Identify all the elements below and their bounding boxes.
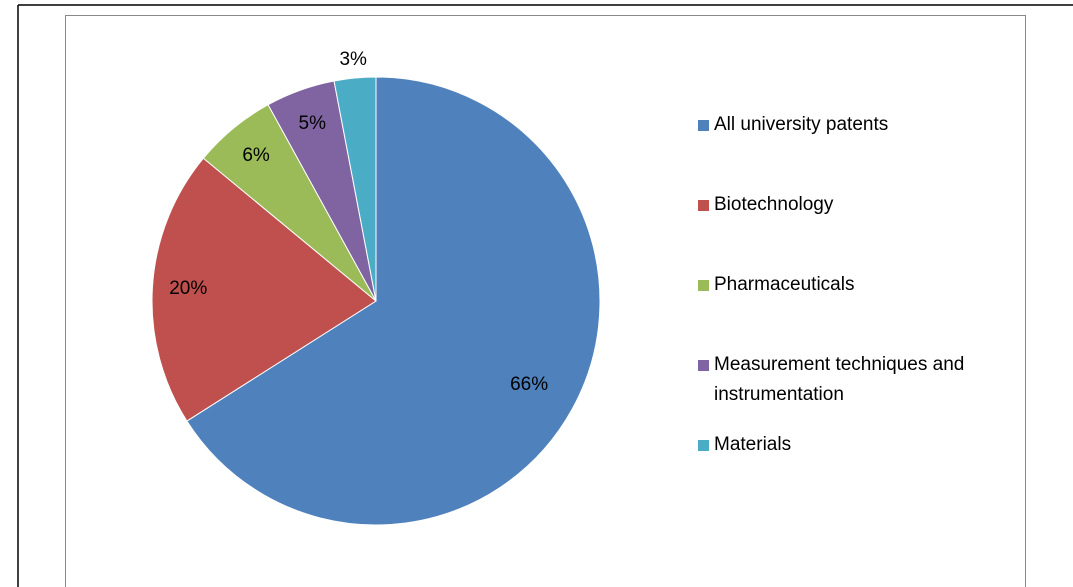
chart-frame	[65, 15, 1026, 587]
legend-swatch	[698, 280, 709, 291]
legend-swatch	[698, 440, 709, 451]
data-label: 66%	[510, 374, 548, 395]
data-label: 3%	[339, 49, 367, 70]
data-label: 6%	[242, 145, 270, 166]
legend-label: Biotechnology	[714, 194, 834, 215]
legend-swatch	[698, 360, 709, 371]
legend-label: Materials	[714, 434, 792, 455]
legend-label: Pharmaceuticals	[714, 274, 855, 295]
pie-slice	[151, 157, 377, 422]
legend-swatch	[698, 200, 709, 211]
legend-swatch	[698, 120, 709, 131]
legend-item: Measurement techniques and instrumentati…	[698, 350, 1014, 410]
legend-label: Measurement techniques and instrumentati…	[714, 354, 965, 405]
pie-slice	[333, 76, 377, 302]
legend-item: Biotechnology	[698, 190, 1014, 220]
legend: All university patents Biotechnology Pharm…	[698, 110, 1018, 460]
data-label: 20%	[169, 278, 207, 299]
legend-item: All university patents	[698, 110, 1014, 140]
legend-item: Materials	[698, 430, 1014, 460]
pie-slice	[186, 76, 601, 526]
data-label: 5%	[299, 113, 327, 134]
legend-label: All university patents	[714, 114, 889, 135]
legend-item: Pharmaceuticals	[698, 270, 1014, 300]
